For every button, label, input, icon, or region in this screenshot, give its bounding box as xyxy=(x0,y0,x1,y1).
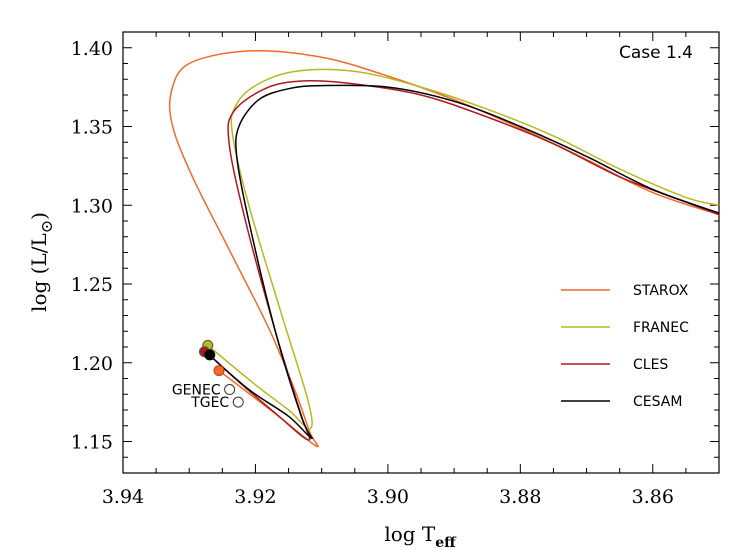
legend-label-cles: CLES xyxy=(633,357,668,373)
x-tick-label: 3.90 xyxy=(367,486,409,508)
marker-cesam xyxy=(204,349,216,361)
legend-label-franec: FRANEC xyxy=(633,320,689,336)
legend-label-cesam: CESAM xyxy=(633,394,682,410)
tick-labels: 3.94 3.92 3.90 3.88 3.86 1.15 1.20 1.25 1.30 1.35… xyxy=(71,38,674,508)
y-tick-label: 1.35 xyxy=(71,117,113,139)
x-tick-label: 3.88 xyxy=(499,486,541,508)
legend: STAROX FRANEC CLES CESAM xyxy=(561,283,689,410)
x-tick-label: 3.92 xyxy=(234,486,276,508)
endpoint-markers xyxy=(198,339,244,408)
marker-genec xyxy=(224,384,236,396)
x-axis-title: log Teff xyxy=(384,522,457,550)
y-tick-label: 1.20 xyxy=(71,353,113,375)
y-tick-label: 1.30 xyxy=(71,195,113,217)
axis-ticks xyxy=(122,31,720,474)
series-lines xyxy=(168,49,719,448)
series-line-cesam xyxy=(208,84,719,440)
x-tick-label: 3.86 xyxy=(632,486,674,508)
legend-label-starox: STAROX xyxy=(633,283,689,299)
marker-starox xyxy=(213,365,225,377)
y-axis-title: log (L/L⊙) xyxy=(27,212,56,312)
y-tick-label: 1.40 xyxy=(71,38,113,60)
y-tick-label: 1.25 xyxy=(71,274,113,296)
case-annotation: Case 1.4 xyxy=(619,43,693,63)
point-label-genec: GENEC xyxy=(172,383,221,399)
series-line-starox xyxy=(168,49,719,448)
x-tick-label: 3.94 xyxy=(102,486,144,508)
y-tick-label: 1.15 xyxy=(71,432,113,454)
series-line-franec xyxy=(207,68,719,430)
point-label-tgec: TGEC xyxy=(190,395,229,411)
marker-tgec xyxy=(232,396,244,408)
series-line-cles xyxy=(205,79,719,441)
